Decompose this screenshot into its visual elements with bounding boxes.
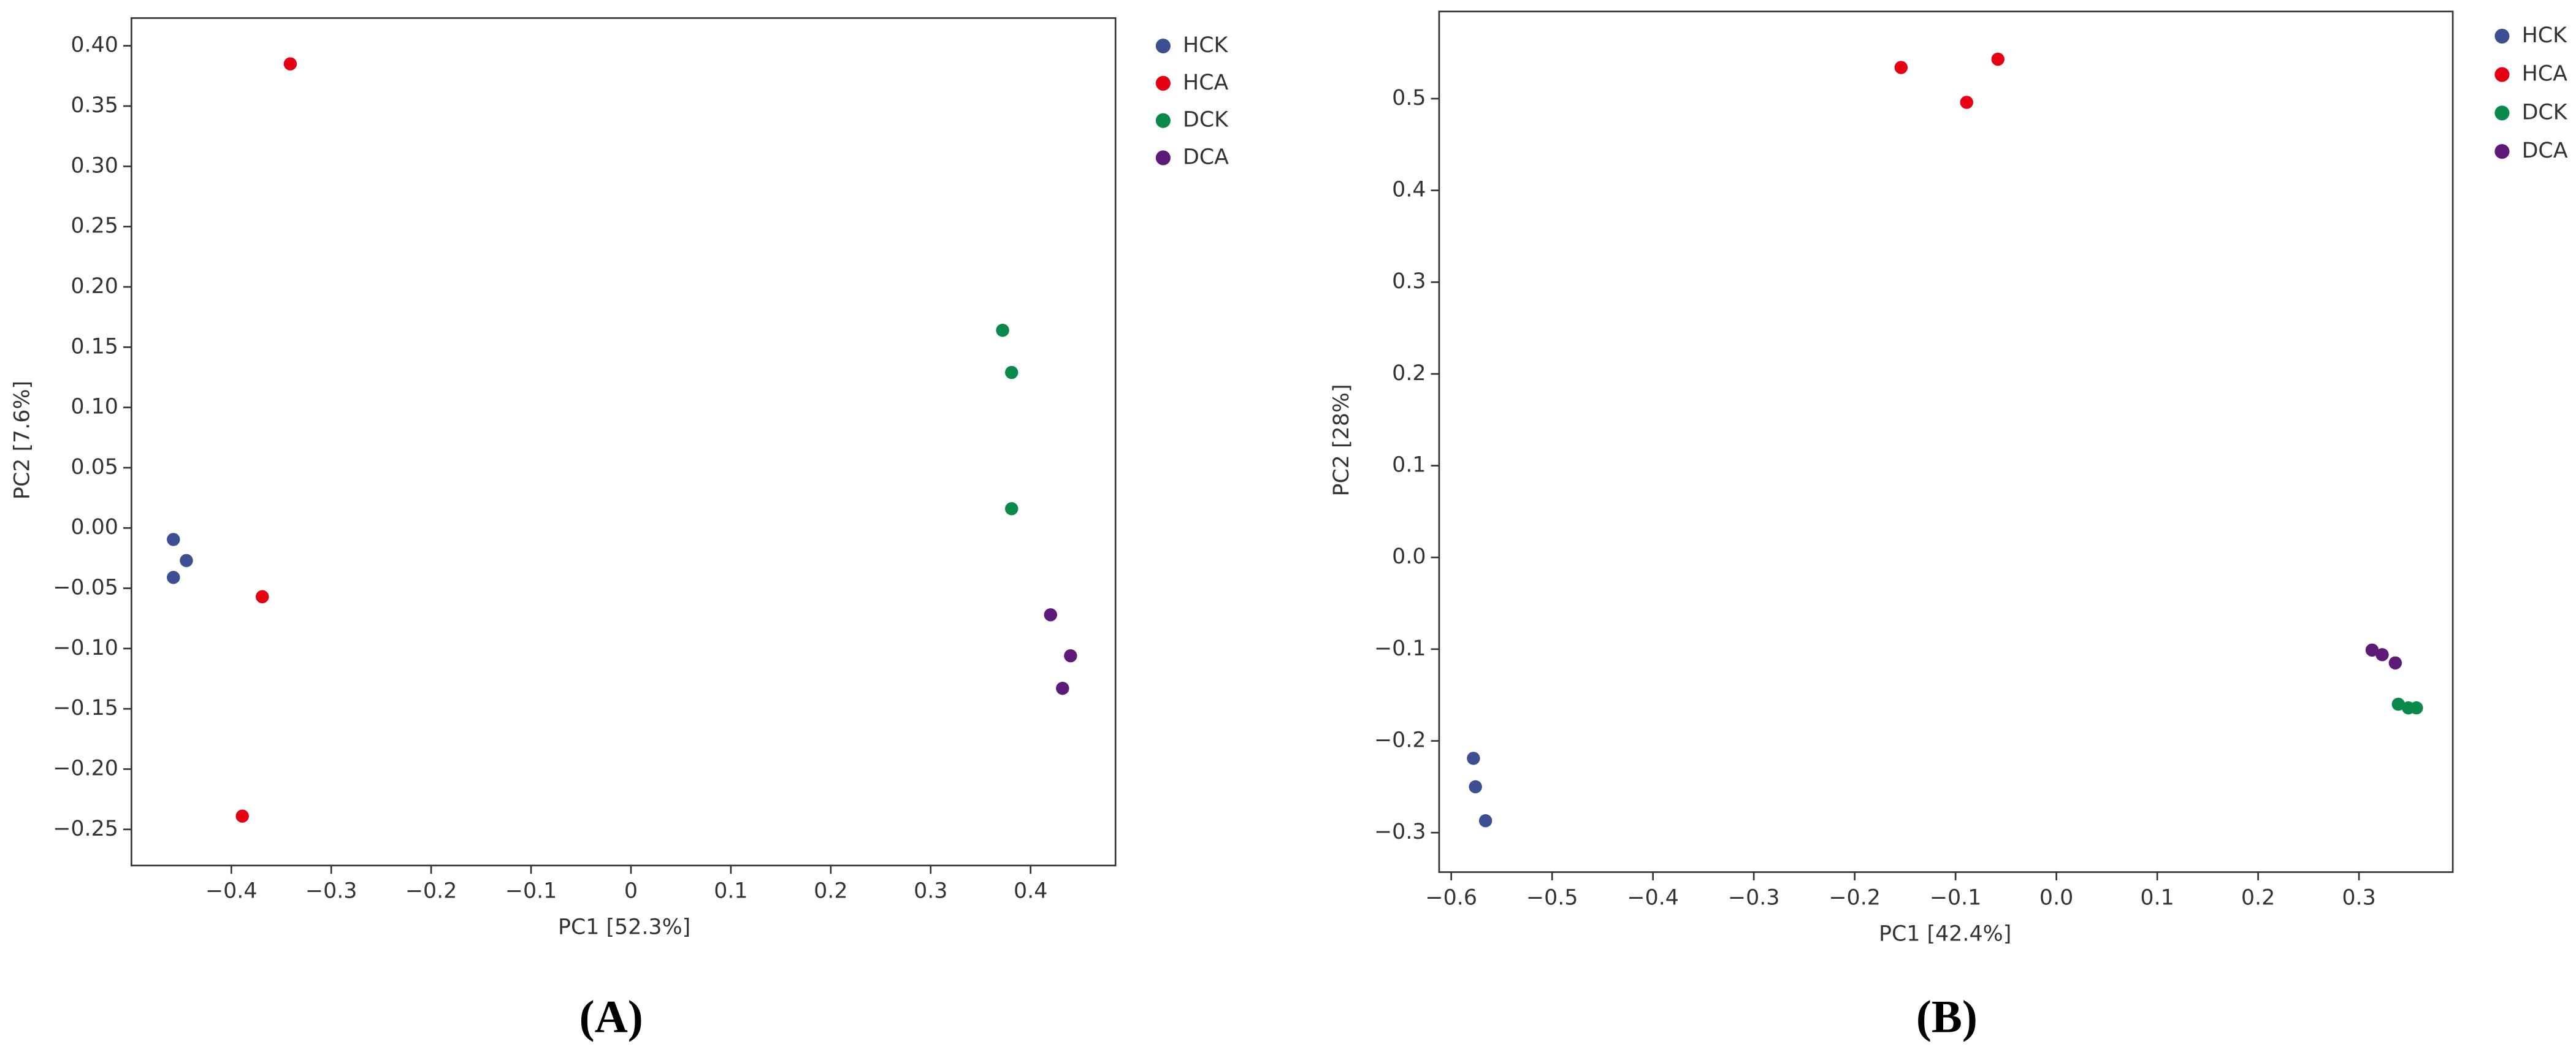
x-tick-label: −0.5 bbox=[1526, 885, 1578, 910]
point bbox=[167, 533, 180, 546]
point bbox=[996, 324, 1009, 337]
point bbox=[256, 590, 269, 604]
y-tick-label: −0.2 bbox=[1374, 728, 1426, 753]
y-axis-label: PC2 [7.6%] bbox=[10, 381, 35, 500]
y-tick-label: 0.25 bbox=[71, 214, 118, 238]
legend-marker bbox=[2494, 105, 2510, 121]
y-tick-label: 0.05 bbox=[71, 455, 118, 479]
point bbox=[2391, 697, 2405, 711]
panel-label: (A) bbox=[579, 992, 643, 1043]
y-tick-label: 0.35 bbox=[71, 93, 118, 118]
legend-label: HCK bbox=[2522, 23, 2567, 48]
y-tick-label: −0.3 bbox=[1374, 820, 1426, 844]
y-tick-label: 0.2 bbox=[1392, 361, 1426, 386]
y-tick-label: −0.15 bbox=[53, 696, 118, 720]
point bbox=[1469, 780, 1482, 794]
y-tick-label: 0.5 bbox=[1392, 86, 1426, 110]
x-tick-label: 0.3 bbox=[914, 879, 947, 904]
x-tick-label: 0.1 bbox=[2140, 885, 2174, 910]
legend-label: HCK bbox=[1183, 33, 1228, 58]
legend-label: DCK bbox=[1183, 108, 1229, 132]
point bbox=[2410, 701, 2423, 715]
legend-label: DCK bbox=[2522, 100, 2568, 124]
x-axis-label: PC1 [52.3%] bbox=[558, 915, 690, 940]
x-tick-label: 0.3 bbox=[2342, 885, 2375, 910]
y-tick-label: 0.10 bbox=[71, 395, 118, 419]
x-tick-label: 0.2 bbox=[814, 879, 847, 904]
point bbox=[2388, 656, 2402, 670]
x-tick-label: 0.4 bbox=[1014, 879, 1047, 904]
legend-marker bbox=[2494, 28, 2510, 44]
legend-marker bbox=[2494, 67, 2510, 82]
y-tick-label: −0.20 bbox=[53, 757, 118, 781]
y-tick-label: 0.40 bbox=[71, 33, 118, 58]
y-tick-label: −0.25 bbox=[53, 817, 118, 841]
x-tick-label: 0 bbox=[624, 879, 638, 904]
y-tick-label: −0.10 bbox=[53, 636, 118, 660]
point bbox=[235, 809, 249, 823]
legend-marker bbox=[1155, 38, 1171, 54]
point bbox=[180, 554, 193, 568]
x-tick-label: −0.6 bbox=[1425, 885, 1477, 910]
point bbox=[2375, 648, 2389, 662]
point bbox=[2365, 643, 2379, 657]
x-tick-label: 0.1 bbox=[714, 879, 747, 904]
x-tick-label: −0.3 bbox=[1728, 885, 1780, 910]
y-tick-label: 0.3 bbox=[1392, 269, 1426, 294]
legend-marker bbox=[2494, 143, 2510, 159]
y-tick-label: 0.20 bbox=[71, 274, 118, 299]
point bbox=[1960, 96, 1973, 109]
plot-frame bbox=[1438, 10, 2454, 873]
point bbox=[1064, 649, 1077, 663]
legend-label: HCA bbox=[2522, 62, 2567, 86]
point bbox=[283, 57, 297, 71]
x-tick-label: 0.0 bbox=[2039, 885, 2073, 910]
legend-marker bbox=[1155, 75, 1171, 91]
y-tick-label: 0.15 bbox=[71, 334, 118, 359]
plot-frame bbox=[130, 17, 1117, 867]
legend-label: DCA bbox=[1183, 145, 1229, 169]
x-tick-label: −0.4 bbox=[205, 879, 258, 904]
x-tick-label: −0.1 bbox=[505, 879, 557, 904]
legend-marker bbox=[1155, 113, 1171, 128]
y-axis-label: PC2 [28%] bbox=[1329, 384, 1354, 496]
x-tick-label: −0.2 bbox=[1829, 885, 1881, 910]
legend-label: HCA bbox=[1183, 71, 1228, 95]
y-tick-label: 0.0 bbox=[1392, 544, 1426, 569]
point bbox=[1894, 61, 1908, 74]
x-tick-label: −0.3 bbox=[305, 879, 357, 904]
point bbox=[1044, 608, 1057, 622]
y-tick-label: 0.00 bbox=[71, 515, 118, 540]
point bbox=[1991, 52, 2005, 66]
y-tick-label: −0.1 bbox=[1374, 636, 1426, 661]
legend-marker bbox=[1155, 150, 1171, 166]
y-tick-label: 0.1 bbox=[1392, 453, 1426, 478]
point bbox=[1467, 752, 1480, 765]
point bbox=[1005, 502, 1019, 516]
x-tick-label: −0.4 bbox=[1627, 885, 1679, 910]
x-tick-label: −0.1 bbox=[1930, 885, 1982, 910]
x-tick-label: −0.2 bbox=[405, 879, 457, 904]
point bbox=[1478, 814, 1492, 828]
panel-label: (B) bbox=[1916, 992, 1978, 1043]
point bbox=[1056, 682, 1069, 695]
point bbox=[167, 571, 180, 584]
x-tick-label: 0.2 bbox=[2241, 885, 2275, 910]
x-axis-label: PC1 [42.4%] bbox=[1879, 921, 2011, 946]
legend-label: DCA bbox=[2522, 139, 2568, 163]
point bbox=[1005, 365, 1019, 379]
y-tick-label: 0.4 bbox=[1392, 178, 1426, 202]
y-tick-label: −0.05 bbox=[53, 576, 118, 600]
y-tick-label: 0.30 bbox=[71, 153, 118, 178]
